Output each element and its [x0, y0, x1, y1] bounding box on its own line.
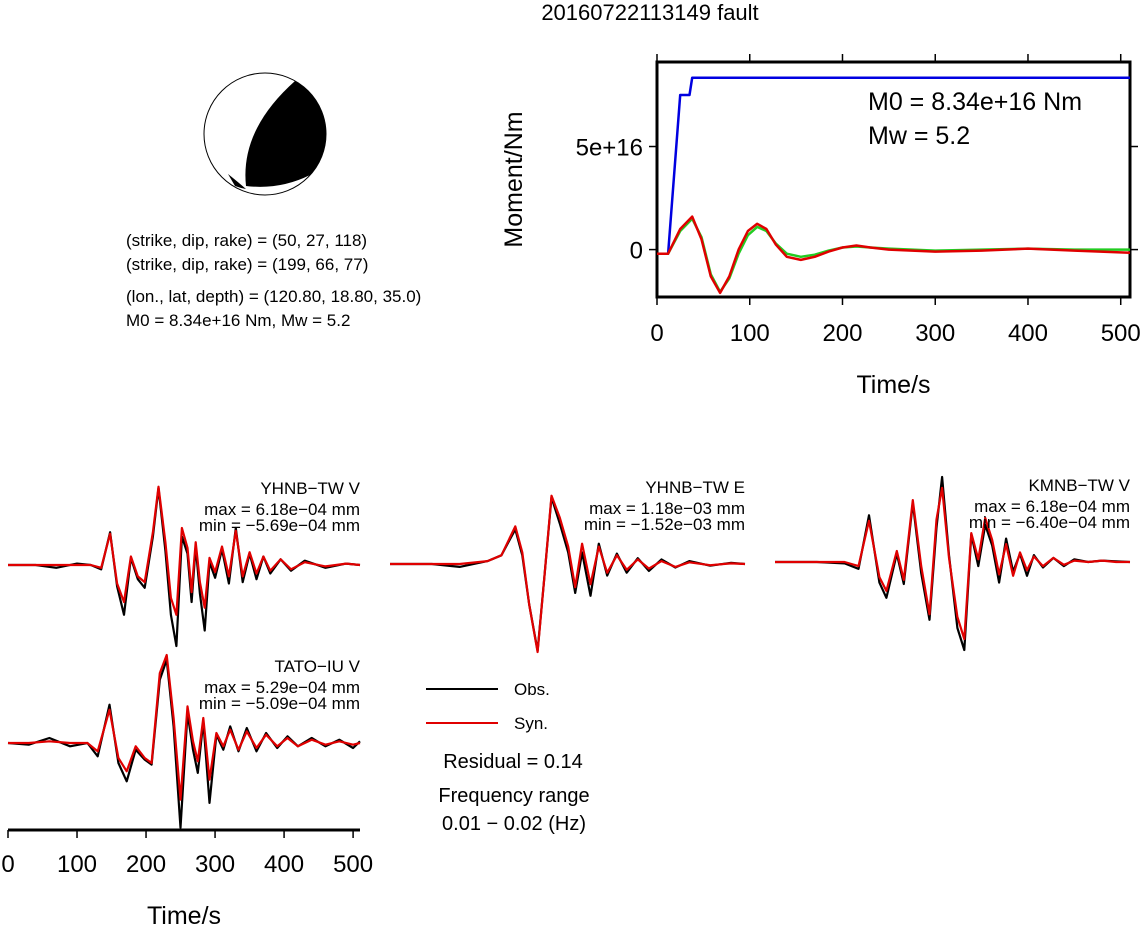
legend-obs-label: Obs. [514, 680, 550, 699]
beachball [203, 72, 327, 196]
moment-y-tick-label: 0 [630, 238, 643, 265]
moment-x-tick-label: 200 [822, 320, 862, 347]
focal-parameters: (strike, dip, rake) = (50, 27, 118) (str… [126, 231, 421, 330]
moment-inset-m0: M0 = 8.34e+16 Nm [868, 88, 1082, 116]
frequency-range-value: 0.01 − 0.02 (Hz) [442, 813, 586, 835]
legend-syn-label: Syn. [514, 714, 548, 733]
moment-series-line [657, 76, 1130, 255]
moment-x-tick-label: 400 [1008, 320, 1048, 347]
moment-plot-frame [655, 60, 1132, 299]
focal-line-3: (lon., lat, depth) = (120.80, 18.80, 35.… [126, 287, 421, 306]
station-label: YHNB−TW V [260, 479, 360, 498]
moment-axes: 0 100 200 300 400 500 0 5e+16 Time/s Moment/Nm [500, 54, 1141, 399]
waveform-x-tick-label: 200 [126, 851, 166, 878]
moment-y-tick-label: 5e+16 [576, 135, 643, 162]
waveform-x-tick-label: 100 [57, 851, 97, 878]
moment-inset-mw: Mw = 5.2 [868, 122, 970, 150]
focal-line-2: (strike, dip, rake) = (199, 66, 77) [126, 255, 368, 274]
moment-series-group [657, 76, 1131, 295]
station-label: TATO−IU V [275, 657, 361, 676]
focal-line-1: (strike, dip, rake) = (50, 27, 118) [126, 231, 367, 250]
max-amplitude-label: max = 6.18e−04 mm [974, 497, 1130, 516]
waveform-x-axis-label: Time/s [147, 902, 221, 927]
residual-text: Residual = 0.14 [443, 751, 583, 773]
moment-x-axis-label: Time/s [856, 371, 930, 399]
legend: Obs. Syn. Residual = 0.14 Frequency rang… [426, 680, 590, 835]
moment-x-tick-label: 300 [915, 320, 955, 347]
beachball-compression-sliver [228, 174, 246, 189]
syn-waveform [8, 485, 361, 616]
waveform-x-tick-label: 300 [195, 851, 235, 878]
station-label: KMNB−TW V [1028, 476, 1130, 495]
focal-line-4: M0 = 8.34e+16 Nm, Mw = 5.2 [126, 311, 350, 330]
min-amplitude-label: min = −6.40e−04 mm [969, 513, 1130, 532]
page-title: 20160722113149 fault [541, 0, 758, 25]
moment-plot: 0 100 200 300 400 500 0 5e+16 Time/s Moment/Nm M0… [500, 54, 1141, 399]
waveform-x-tick-label: 0 [1, 851, 14, 878]
frequency-range-label: Frequency range [438, 785, 589, 807]
min-amplitude-label: min = −1.52e−03 mm [584, 515, 745, 534]
beachball-compression-quadrant [245, 81, 326, 187]
waveform-time-axis: 0 100 200 300 400 500 Time/s [1, 828, 373, 927]
moment-y-axis-label: Moment/Nm [500, 111, 528, 247]
moment-series-line [657, 215, 1131, 295]
max-amplitude-label: max = 1.18e−03 mm [589, 499, 745, 518]
moment-x-tick-label: 500 [1101, 320, 1141, 347]
max-amplitude-label: max = 5.29e−04 mm [204, 678, 360, 697]
moment-x-tick-label: 0 [650, 320, 663, 347]
syn-waveform [775, 486, 1130, 641]
syn-waveform [390, 494, 746, 654]
min-amplitude-label: min = −5.09e−04 mm [199, 694, 360, 713]
moment-x-tick-label: 100 [730, 320, 770, 347]
syn-waveform [8, 653, 361, 801]
waveform-x-tick-label: 400 [264, 851, 304, 878]
waveform-x-tick-label: 500 [333, 851, 373, 878]
station-label: YHNB−TW E [645, 478, 745, 497]
min-amplitude-label: min = −5.69e−04 mm [199, 516, 360, 535]
max-amplitude-label: max = 6.18e−04 mm [204, 500, 360, 519]
